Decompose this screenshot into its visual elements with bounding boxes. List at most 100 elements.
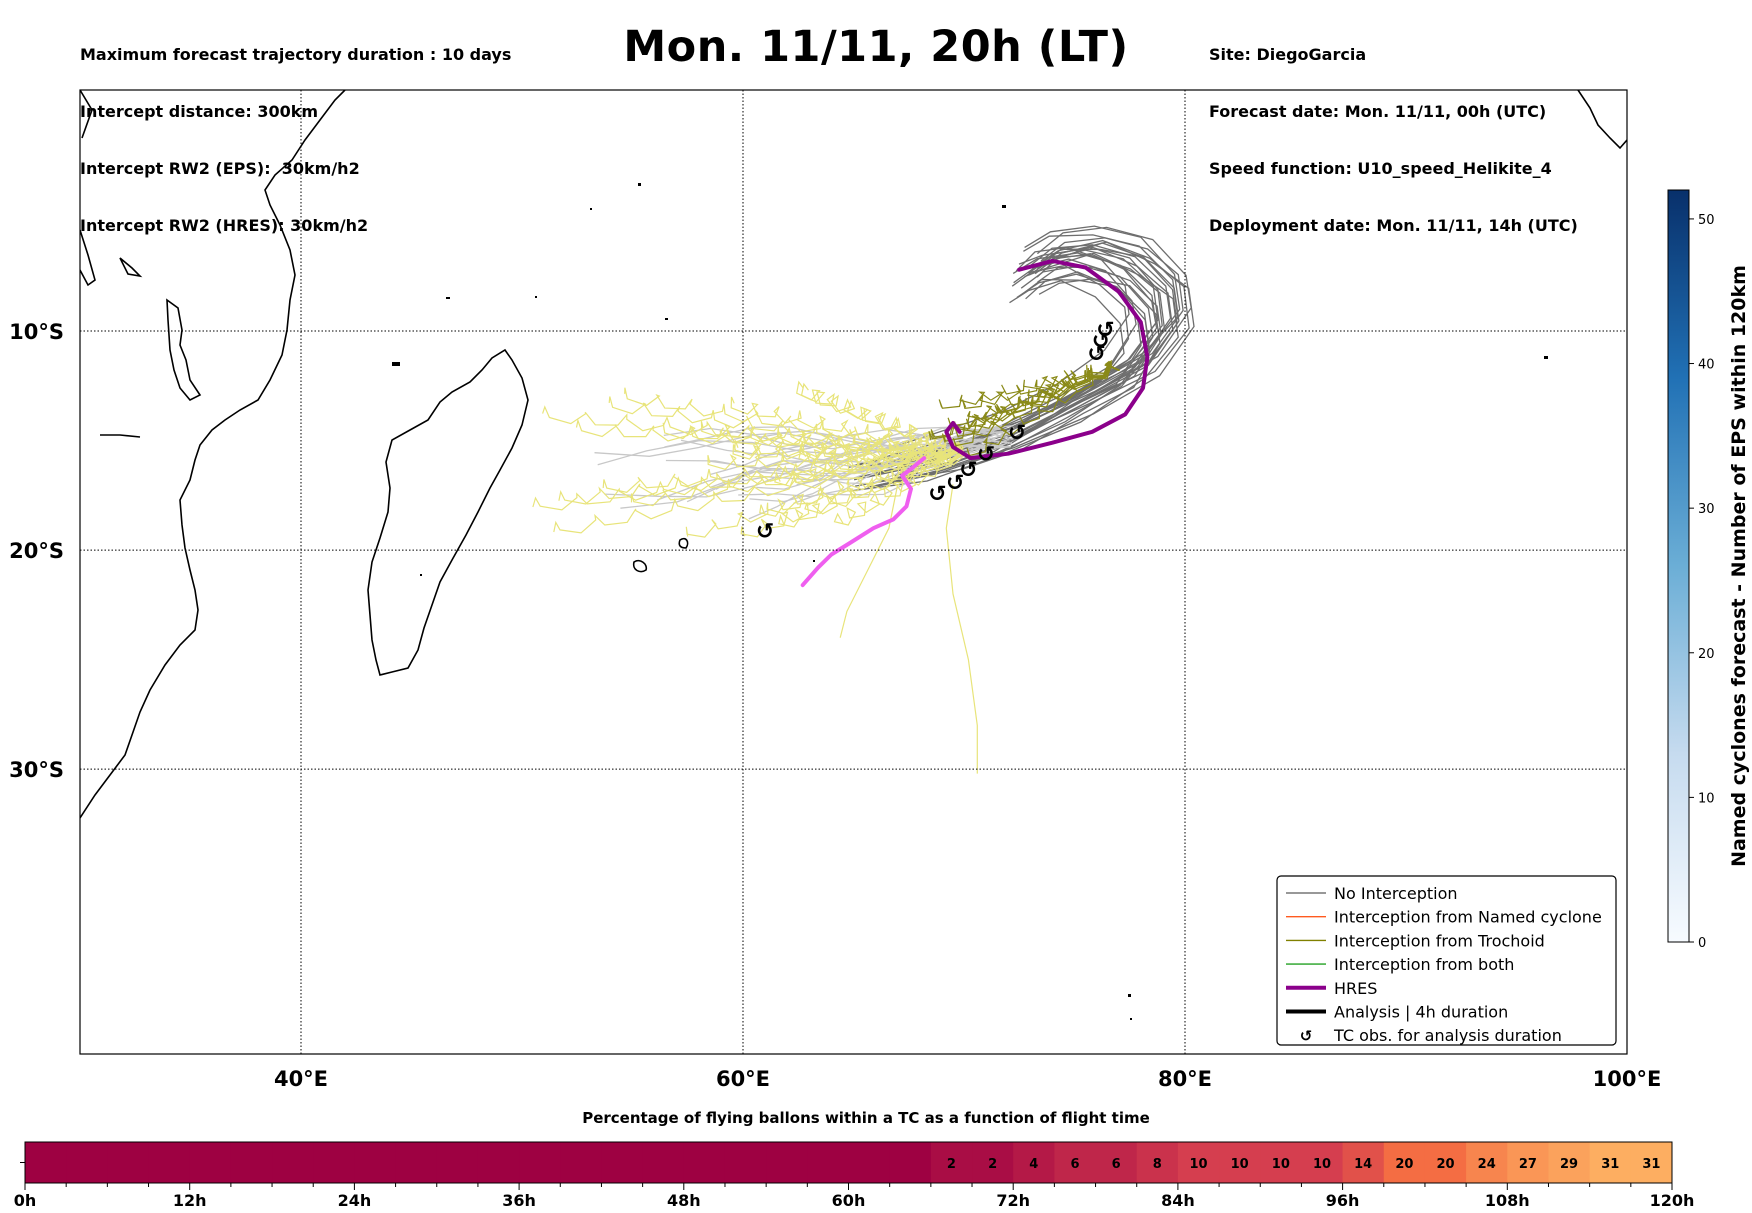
legend-entry-label: Interception from both [1334,955,1514,974]
tc-obs-marker: ↺ [977,443,995,468]
pct-bin-label: 31 [1642,1157,1660,1172]
pct-bin [1342,1142,1385,1183]
lon-tick-label: 100°E [1593,1067,1662,1091]
hres-track [944,258,1150,461]
pct-bin [1589,1142,1632,1183]
eps-track-yellow [945,484,978,774]
eps-track-light [663,426,1003,450]
eps-track-trochoid [947,361,1120,427]
pct-ticks: 0h 12h 24h 36h 48h 60h 72h 84h 96h 108h 120h [14,1183,1695,1210]
map-area: ↺↺ ↺↺↺↺↺↺↺ [80,90,1627,1020]
pct-bin-label: 10 [1272,1157,1290,1172]
lat-tick-label: 10°S [9,320,64,344]
header-right-line: Site: DiegoGarcia [1209,45,1367,64]
pct-bin [642,1142,685,1183]
header-left-line: Intercept RW2 (EPS): 30km/h2 [80,159,360,178]
pct-tick-label: 36h [502,1191,536,1210]
tc-obs-layer: ↺↺ ↺↺↺↺↺↺↺ [756,318,1115,545]
pct-bin [848,1142,891,1183]
pct-bin-label: 24 [1478,1157,1496,1172]
pct-bin [1301,1142,1344,1183]
header-left: Maximum forecast trajectory duration : 1… [80,7,511,254]
pct-bin-label: 8 [1153,1157,1162,1172]
pct-bin [972,1142,1014,1183]
eps-track-yellow [624,387,958,456]
lon-tick-label: 40°E [274,1067,328,1091]
pct-tick-label: 120h [1650,1191,1695,1210]
header-right: Site: DiegoGarcia Forecast date: Mon. 11… [1209,7,1578,254]
eps-track-yellow [542,405,958,457]
eps-track-yellow [553,444,958,534]
pct-bin [272,1142,314,1183]
trajectories [532,225,1195,774]
tc-obs-marker: ↺ [946,471,964,496]
legend-marker-icon: ↺ [1300,1027,1313,1045]
colorbar-label: Named cyclones forecast - Number of EPS … [1728,265,1750,867]
graticule [80,90,1627,1054]
colorbar-gradient [1667,189,1690,943]
pct-bin [1054,1142,1097,1183]
pct-bin-label: 20 [1395,1157,1413,1172]
legend-entry-label: TC obs. for analysis duration [1333,1026,1562,1045]
eps-track-yellow [839,484,899,638]
pct-bin [66,1142,108,1183]
bar-title: Percentage of flying ballons within a TC… [582,1109,1150,1127]
pct-tick-label: 24h [338,1191,372,1210]
pct-bin [1507,1142,1549,1183]
legend: No Interception Interception from Named c… [1276,875,1617,1046]
pct-bin-label: 20 [1436,1157,1454,1172]
pct-bin-label: 29 [1560,1157,1578,1172]
pct-bin [1466,1142,1508,1183]
pct-bin [766,1142,808,1183]
colorbar-tick-label: 30 [1698,502,1715,517]
pct-bin-label: 10 [1189,1157,1207,1172]
pct-bin [107,1142,150,1183]
legend-entry-label: Interception from Named cyclone [1334,908,1602,927]
pct-bin [1177,1142,1220,1183]
pct-bin [477,1142,520,1183]
small-islands [392,183,1548,1020]
pct-tick-label: 72h [996,1191,1030,1210]
pct-bin-label: 6 [1070,1157,1079,1172]
colorbar-tick-label: 50 [1698,213,1715,228]
pct-bin [1260,1142,1302,1183]
eps-track-yellow [833,444,966,526]
eps-track-trochoid [965,361,1120,428]
pct-bin [436,1142,479,1183]
lat-labels: 10°S 20°S 30°S [9,320,64,782]
pct-bin [1136,1142,1179,1183]
eps-track-yellow [662,422,958,459]
header-right-line: Speed function: U10_speed_Helikite_4 [1209,159,1552,178]
tc-obs-marker: ↺ [1092,329,1110,354]
pct-bin [354,1142,397,1183]
pct-bin [683,1142,726,1183]
legend-entry-label: Analysis | 4h duration [1334,1003,1508,1022]
pct-bar: 2 2 4 6 6 8 10 10 10 10 14 20 20 24 27 29 31 31 [20,1141,1673,1184]
eps-track-yellow [759,445,962,517]
pct-bin-label: 31 [1601,1157,1619,1172]
pct-tick-label: 108h [1485,1191,1530,1210]
header-right-line: Deployment date: Mon. 11/11, 14h (UTC) [1209,216,1578,235]
header-right-line: Forecast date: Mon. 11/11, 00h (UTC) [1209,102,1547,121]
pct-bin [519,1142,561,1183]
pct-bin-label: 10 [1313,1157,1331,1172]
pct-tick-label: 96h [1326,1191,1360,1210]
pct-bin [601,1142,644,1183]
tc-obs-marker: ↺ [756,519,774,544]
pct-tick-label: 60h [832,1191,866,1210]
tc-obs-marker: ↺ [928,482,946,507]
pct-bin [189,1142,232,1183]
lon-labels: 40°E 60°E 80°E 100°E [274,1067,1661,1091]
pct-bin [1095,1142,1138,1183]
eps-track-no-interception [850,252,1179,492]
pct-bin [148,1142,191,1183]
pct-bin [230,1142,273,1183]
pct-bin [313,1142,355,1183]
legend-box [1276,875,1617,1046]
pct-tick-label: 84h [1161,1191,1195,1210]
legend-entry-label: Interception from Trochoid [1334,931,1545,950]
pct-bin [889,1142,932,1183]
pct-bin [1424,1142,1467,1183]
coastline [80,90,1627,819]
pct-bin [1630,1142,1673,1183]
